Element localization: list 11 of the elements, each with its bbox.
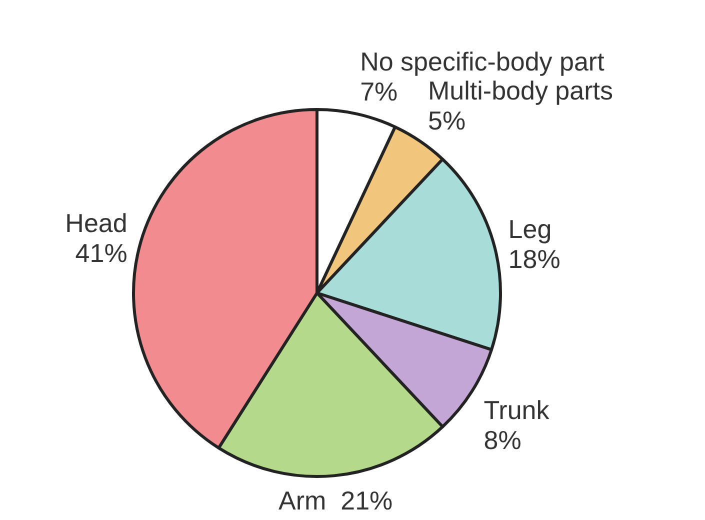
slice-label: Arm 21% <box>278 486 393 516</box>
slice-label: Head <box>65 208 128 238</box>
slice-label: Trunk <box>484 394 550 425</box>
slice-label: Leg <box>508 214 552 244</box>
data-label: 7% <box>360 76 398 106</box>
data-label: 5% <box>428 106 466 136</box>
slice-label: Multi-body parts <box>428 76 613 106</box>
data-label: 8% <box>484 424 522 455</box>
data-label: 18% <box>508 244 560 274</box>
slice-label: No specific-body part <box>360 46 606 76</box>
data-label: 41% <box>75 238 128 268</box>
